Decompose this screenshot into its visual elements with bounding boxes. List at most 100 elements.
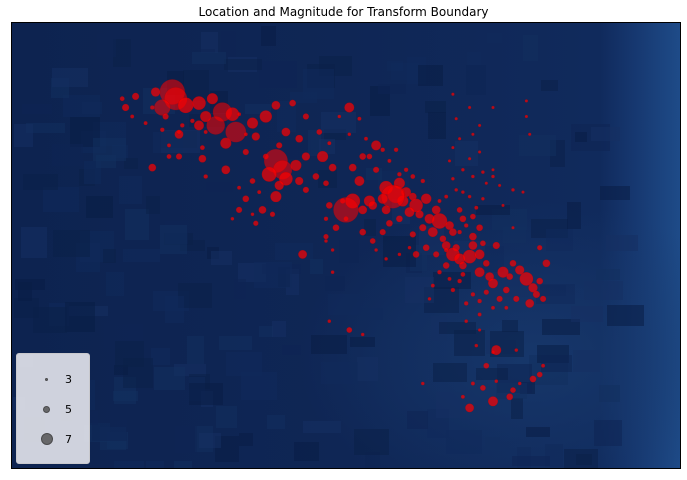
earthquake-point	[203, 174, 209, 179]
earthquake-point	[200, 110, 212, 123]
bathymetry-tile	[321, 112, 356, 133]
bathymetry-tile	[607, 305, 644, 326]
earthquake-point	[257, 190, 262, 195]
earthquake-point	[374, 248, 379, 252]
bathymetry-tile	[187, 336, 204, 364]
earthquake-point	[471, 174, 475, 179]
bathymetry-tile	[364, 219, 376, 236]
bathymetry-tile	[221, 31, 236, 57]
earthquake-point	[198, 154, 207, 163]
earthquake-point	[474, 249, 485, 260]
earthquake-point	[502, 286, 510, 294]
earthquake-point	[447, 276, 452, 281]
earthquake-point	[492, 241, 501, 250]
earthquake-point	[461, 190, 465, 195]
earthquake-point	[275, 142, 283, 149]
bathymetry-tile	[175, 426, 197, 453]
bathymetry-tile	[224, 59, 262, 70]
earthquake-point	[484, 181, 489, 185]
earthquake-point	[410, 173, 416, 180]
earthquake-point	[509, 259, 517, 267]
bathymetry-tile	[92, 420, 127, 441]
earthquake-point	[506, 273, 514, 281]
earthquake-point	[444, 194, 449, 199]
earthquake-point	[457, 278, 462, 284]
earthquake-point	[479, 384, 486, 391]
earthquake-point	[483, 289, 490, 295]
earthquake-point	[368, 200, 378, 210]
earthquake-point	[470, 292, 476, 297]
bathymetry-tile	[541, 80, 558, 91]
earthquake-point	[462, 249, 477, 264]
bathymetry-tile	[52, 144, 83, 166]
earthquake-point	[510, 387, 516, 394]
earthquake-point	[235, 206, 243, 214]
bathymetry-tile	[119, 176, 142, 204]
earthquake-point	[448, 228, 457, 237]
bathymetry-tile	[180, 240, 205, 251]
bathymetry-tile	[82, 102, 102, 114]
bathymetry-tile	[519, 135, 556, 156]
earthquake-point	[404, 207, 415, 218]
earthquake-point	[325, 201, 333, 209]
bathymetry-tile	[103, 249, 116, 263]
bathymetry-tile	[310, 259, 323, 274]
earthquake-point	[471, 132, 475, 137]
earthquake-point	[432, 251, 440, 258]
earthquake-point	[477, 312, 482, 317]
earthquake-point	[458, 261, 467, 270]
bathymetry-tile	[146, 461, 164, 468]
earthquake-point	[490, 305, 496, 310]
bathymetry-tile	[114, 365, 128, 375]
bathymetry-tile	[318, 170, 337, 188]
bathymetry-tile	[114, 461, 144, 468]
earthquake-point	[150, 87, 161, 97]
earthquake-point	[249, 178, 256, 184]
earthquake-point	[463, 301, 469, 306]
earthquake-point	[179, 123, 185, 128]
earthquake-point	[511, 225, 515, 230]
earthquake-point	[467, 194, 472, 199]
earthquake-point	[514, 348, 519, 353]
earthquake-point	[251, 132, 261, 141]
bathymetry-tile	[542, 319, 580, 335]
earthquake-point	[149, 105, 155, 110]
earthquake-point	[397, 171, 402, 177]
earthquake-point	[302, 113, 310, 120]
earthquake-point	[243, 132, 248, 137]
earthquake-point	[333, 197, 359, 223]
earthquake-point	[460, 271, 466, 277]
bathymetry-tile	[151, 348, 170, 365]
earthquake-point	[443, 247, 449, 253]
earthquake-point	[519, 271, 534, 286]
earthquake-point	[439, 235, 447, 243]
earthquake-point	[542, 259, 551, 268]
earthquake-point	[450, 287, 456, 293]
bathymetry-tile	[234, 279, 246, 299]
bathymetry-tile	[113, 391, 138, 401]
bathymetry-tile	[294, 442, 319, 461]
bathymetry-tile	[433, 272, 471, 289]
earthquake-point	[154, 99, 171, 116]
bathymetry-tile	[160, 225, 187, 254]
bathymetry-tile	[466, 65, 486, 95]
earthquake-point	[143, 121, 148, 126]
bathymetry-tile	[360, 308, 383, 320]
earthquake-point	[328, 163, 337, 172]
earthquake-point	[162, 113, 169, 120]
earthquake-point	[468, 240, 478, 251]
earthquake-point	[477, 298, 482, 304]
earthquake-point	[395, 215, 403, 223]
earthquake-point	[456, 206, 463, 213]
earthquake-point	[316, 129, 323, 135]
bathymetry-tile	[115, 341, 144, 367]
earthquake-point	[431, 213, 448, 229]
earthquake-point	[363, 136, 369, 141]
earthquake-point	[312, 173, 320, 180]
earthquake-point	[269, 211, 276, 218]
bathymetry-tile	[383, 236, 416, 267]
earthquake-point	[481, 196, 485, 201]
earthquake-point	[463, 223, 469, 228]
bathymetry-tile	[339, 240, 359, 263]
earthquake-point	[203, 129, 208, 135]
